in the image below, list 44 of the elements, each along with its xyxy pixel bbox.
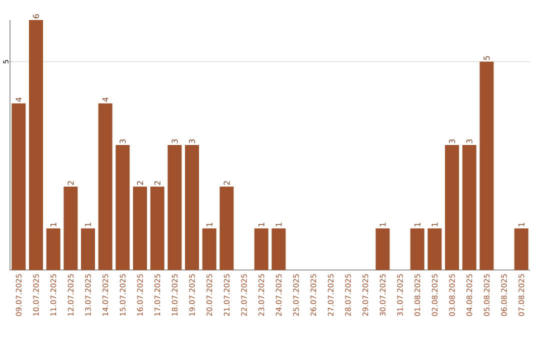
bar bbox=[81, 228, 95, 270]
data-label: 2 bbox=[68, 181, 74, 185]
data-label: 1 bbox=[206, 222, 212, 226]
bar bbox=[514, 228, 528, 270]
bar bbox=[410, 228, 424, 270]
data-label: 4 bbox=[16, 97, 22, 102]
data-label: 1 bbox=[276, 222, 282, 226]
data-label: 1 bbox=[380, 222, 386, 226]
data-label: 1 bbox=[432, 222, 438, 226]
data-label: 4 bbox=[102, 97, 108, 102]
bar bbox=[12, 103, 26, 270]
bar bbox=[202, 228, 216, 270]
data-label: 1 bbox=[518, 222, 524, 226]
bar bbox=[272, 228, 286, 270]
data-label: 6 bbox=[32, 14, 40, 18]
bar bbox=[185, 145, 200, 270]
data-label: 1 bbox=[85, 222, 91, 226]
data-label: 5 bbox=[484, 56, 490, 60]
data-label: 1 bbox=[50, 222, 56, 226]
data-label: 3 bbox=[448, 139, 456, 144]
bar bbox=[462, 145, 476, 270]
bar bbox=[64, 186, 78, 270]
bar bbox=[116, 145, 130, 270]
data-label: 2 bbox=[224, 181, 230, 185]
bar bbox=[428, 228, 442, 270]
data-label: 3 bbox=[188, 139, 196, 144]
data-label: 3 bbox=[466, 139, 472, 144]
bar bbox=[133, 186, 147, 270]
data-label: 3 bbox=[120, 139, 126, 144]
bar bbox=[445, 145, 460, 270]
data-label: 3 bbox=[172, 139, 178, 144]
bar bbox=[168, 145, 182, 270]
data-label: 1 bbox=[414, 222, 420, 226]
bar bbox=[254, 228, 268, 270]
bar bbox=[29, 20, 43, 270]
bar bbox=[480, 62, 494, 270]
bar bbox=[220, 186, 234, 270]
data-label: 2 bbox=[154, 181, 160, 185]
bar bbox=[46, 228, 60, 270]
data-label: 1 bbox=[258, 222, 264, 226]
bar bbox=[98, 103, 112, 270]
bar bbox=[376, 228, 390, 270]
bar bbox=[150, 186, 164, 270]
data-label: 2 bbox=[137, 181, 143, 185]
